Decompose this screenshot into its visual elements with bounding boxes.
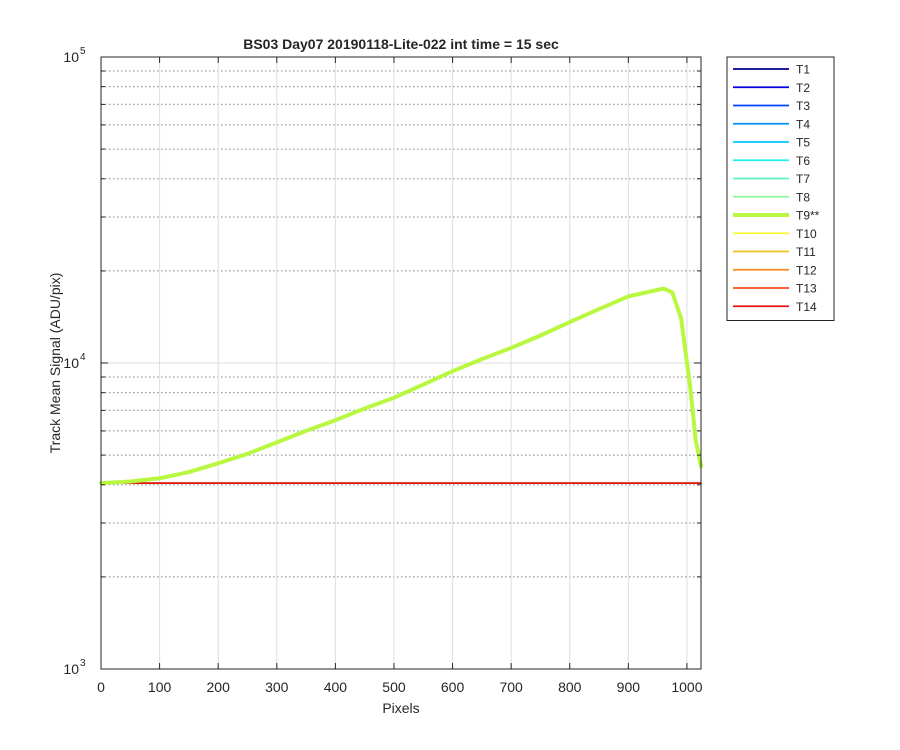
x-tick-label: 100 bbox=[148, 679, 172, 695]
x-tick-label: 200 bbox=[207, 679, 231, 695]
legend-entry: T14 bbox=[733, 300, 817, 314]
legend-label: T5 bbox=[796, 136, 810, 150]
legend-entry: T9** bbox=[733, 209, 820, 223]
data-series bbox=[99, 286, 703, 486]
y-tick-label-base: 10 bbox=[63, 661, 79, 677]
y-tick-label-base: 10 bbox=[63, 355, 79, 371]
legend-label: T6 bbox=[796, 154, 810, 168]
y-tick-label-exponent: 4 bbox=[80, 352, 86, 363]
legend-entry: T13 bbox=[733, 282, 817, 296]
x-tick-label: 400 bbox=[324, 679, 348, 695]
x-tick-label: 900 bbox=[617, 679, 641, 695]
legend-entry: T8 bbox=[733, 190, 810, 204]
legend-entry: T12 bbox=[733, 263, 817, 277]
legend-entry: T10 bbox=[733, 227, 817, 241]
legend: T1 T2 T3 T4 T5 T6 T7 T8 T9** T10 T11 T12 T13 T14 bbox=[726, 56, 835, 321]
legend-label: T9** bbox=[796, 209, 820, 223]
legend-entry: T4 bbox=[733, 117, 810, 131]
legend-entry: T5 bbox=[733, 136, 810, 150]
x-tick-label: 500 bbox=[382, 679, 406, 695]
y-tick-label-exponent: 5 bbox=[80, 46, 86, 57]
legend-entry: T1 bbox=[733, 63, 810, 77]
x-tick-label: 600 bbox=[441, 679, 465, 695]
x-tick-label: 300 bbox=[265, 679, 289, 695]
legend-label: T4 bbox=[796, 117, 810, 131]
legend-label: T2 bbox=[796, 81, 810, 95]
legend-label: T7 bbox=[796, 172, 810, 186]
y-tick-label: 10 4 bbox=[63, 352, 86, 371]
x-tick-label: 1000 bbox=[671, 679, 702, 695]
x-tick-label: 0 bbox=[97, 679, 105, 695]
legend-label: T3 bbox=[796, 99, 810, 113]
legend-label: T10 bbox=[796, 227, 817, 241]
y-tick-label-exponent: 3 bbox=[80, 658, 86, 669]
x-tick-label: 800 bbox=[558, 679, 582, 695]
legend-label: T14 bbox=[796, 300, 817, 314]
legend-label: T1 bbox=[796, 63, 810, 77]
legend-entry: T3 bbox=[733, 99, 810, 113]
legend-label: T11 bbox=[796, 245, 816, 259]
legend-entry: T6 bbox=[733, 154, 810, 168]
legend-entry: T2 bbox=[733, 81, 810, 95]
chart-title: BS03 Day07 20190118-Lite-022 int time = … bbox=[243, 36, 559, 52]
y-tick-label: 10 5 bbox=[63, 46, 86, 65]
x-axis-label: Pixels bbox=[382, 700, 419, 716]
legend-label: T12 bbox=[796, 263, 817, 277]
legend-entry: T7 bbox=[733, 172, 810, 186]
legend-label: T13 bbox=[796, 282, 817, 296]
y-tick-label: 10 3 bbox=[63, 658, 86, 677]
legend-label: T8 bbox=[796, 190, 810, 204]
grid-lines bbox=[101, 56, 701, 670]
y-axis-label: Track Mean Signal (ADU/pix) bbox=[47, 273, 63, 454]
y-tick-label-base: 10 bbox=[63, 49, 79, 65]
legend-entry: T11 bbox=[733, 245, 816, 259]
legend-box bbox=[726, 56, 835, 321]
x-tick-label: 700 bbox=[499, 679, 523, 695]
series-line-t9 bbox=[99, 286, 703, 486]
